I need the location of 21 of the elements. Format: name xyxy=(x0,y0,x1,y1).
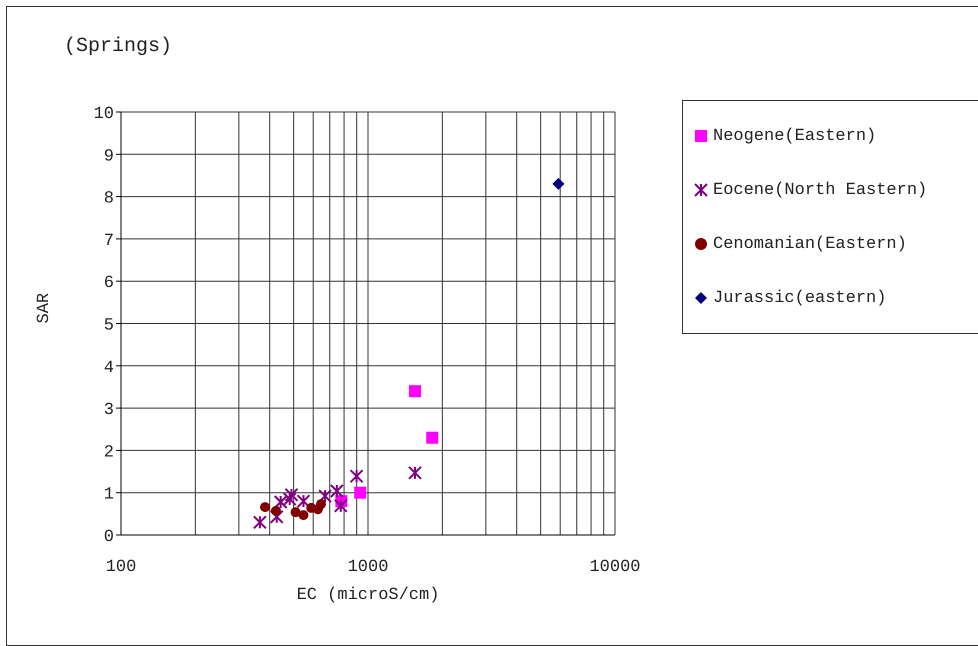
x-tick-label: 1000 xyxy=(348,558,388,578)
legend-label: Eocene(North Eastern) xyxy=(713,180,928,200)
y-tick-label: 5 xyxy=(104,316,114,336)
y-tick-label: 8 xyxy=(104,190,114,209)
x-tick-label: 10000 xyxy=(589,558,641,578)
y-tick-label: 2 xyxy=(104,443,114,462)
y-tick-label: 6 xyxy=(104,274,114,294)
legend-label: Jurassic(eastern) xyxy=(713,288,886,308)
legend-label: Neogene(Eastern) xyxy=(713,126,876,146)
chart-title: (Springs) xyxy=(64,35,172,58)
x-tick-label: 100 xyxy=(106,558,136,578)
y-tick-label: 3 xyxy=(104,401,114,420)
y-tick-label: 9 xyxy=(104,147,114,166)
y-tick-label: 7 xyxy=(104,232,114,251)
y-tick-label: 1 xyxy=(104,486,114,505)
y-tick-label: 4 xyxy=(104,358,114,378)
y-axis-title: SAR xyxy=(35,292,54,324)
x-axis-title: EC (microS/cm) xyxy=(296,586,440,605)
y-tick-label: 10 xyxy=(94,105,114,124)
y-tick-label: 0 xyxy=(104,528,114,548)
legend-label: Cenomanian(Eastern) xyxy=(713,234,907,254)
